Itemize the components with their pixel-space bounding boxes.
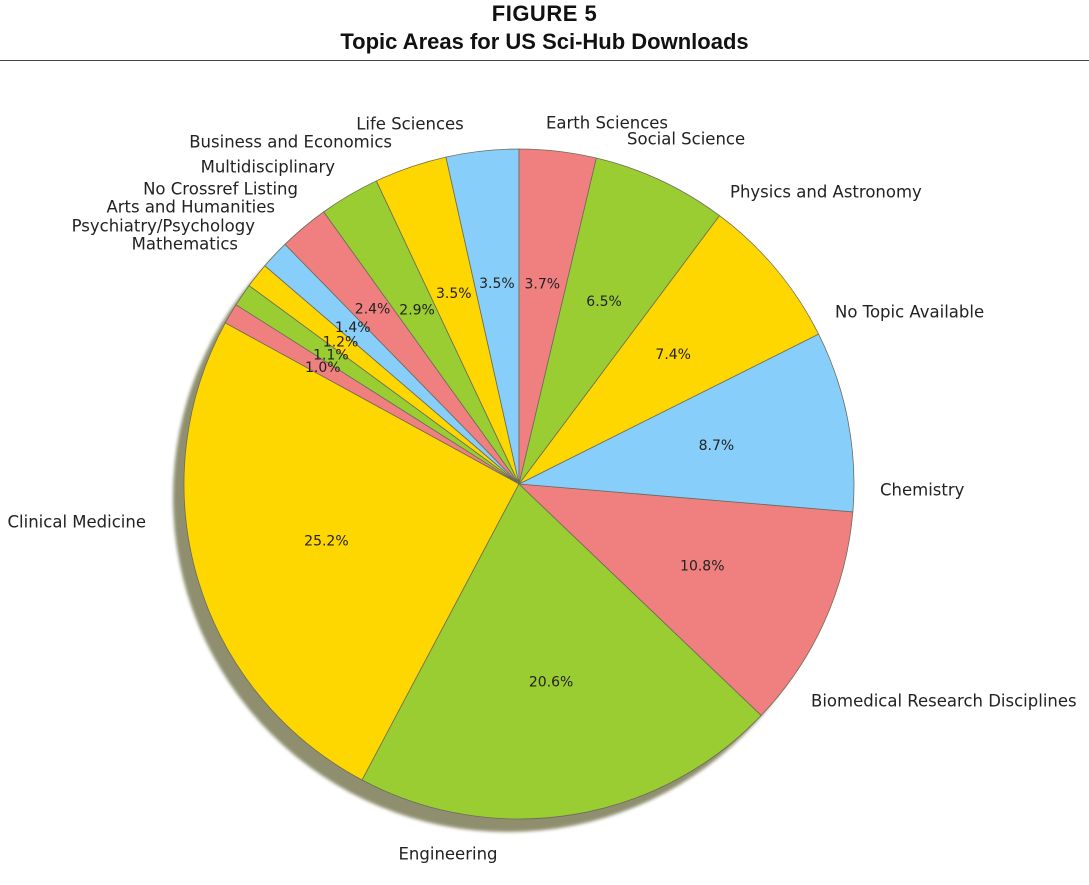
pie-category-label: Mathematics xyxy=(132,235,238,254)
pie-percent-label: 3.7% xyxy=(525,276,561,292)
pie-percent-label: 10.8% xyxy=(680,559,724,575)
pie-percent-labels: 3.5%3.5%2.9%2.4%1.4%1.2%1.1%1.0%25.2%20.… xyxy=(304,276,734,690)
pie-slice-no-topic-available xyxy=(518,215,820,485)
pie-percent-label: 6.5% xyxy=(586,294,622,310)
pie-percent-label: 1.1% xyxy=(313,348,349,364)
figure-title: Topic Areas for US Sci-Hub Downloads xyxy=(340,29,749,54)
pie-category-label: Psychiatry/Psychology xyxy=(72,217,256,236)
pie-category-label: Chemistry xyxy=(880,481,965,500)
pie-percent-label: 2.4% xyxy=(355,302,391,318)
pie-category-label: Biomedical Research Disciplines xyxy=(811,692,1077,711)
pie-slices xyxy=(183,148,855,820)
pie-slice-engineering xyxy=(361,483,762,820)
figure-label: FIGURE 5 xyxy=(491,1,598,26)
figure-title-block: FIGURE 5 Topic Areas for US Sci-Hub Down… xyxy=(0,0,1089,56)
pie-slice-clinical-medicine xyxy=(183,322,520,781)
pie-category-label: Earth Sciences xyxy=(546,114,668,133)
pie-category-label: Engineering xyxy=(399,845,498,864)
pie-percent-label: 8.7% xyxy=(699,438,735,454)
pie-category-label: Multidisciplinary xyxy=(201,158,336,177)
pie-category-label: Arts and Humanities xyxy=(106,198,275,217)
pie-percent-label: 7.4% xyxy=(655,347,691,363)
pie-category-label: Physics and Astronomy xyxy=(730,183,922,202)
pie-percent-label: 25.2% xyxy=(304,534,348,550)
pie-slice-physics-and-astronomy xyxy=(518,157,721,485)
pie-percent-label: 1.0% xyxy=(305,360,341,376)
pie-percent-label: 20.6% xyxy=(529,674,573,690)
pie-percent-label: 1.4% xyxy=(335,320,371,336)
pie-percent-label: 1.2% xyxy=(323,334,359,350)
pie-slice-social-science xyxy=(518,148,597,485)
pie-percent-label: 3.5% xyxy=(436,286,472,302)
pie-percent-label: 2.9% xyxy=(399,303,435,319)
pie-category-label: Social Science xyxy=(627,130,745,149)
pie-category-label: Life Sciences xyxy=(356,115,464,134)
pie-category-label: No Topic Available xyxy=(835,303,984,322)
pie-percent-label: 3.5% xyxy=(479,276,515,292)
pie-slice-biomedical-research-disciplines xyxy=(517,483,854,716)
pie-category-label: Business and Economics xyxy=(189,133,392,152)
title-rule xyxy=(0,60,1089,61)
pie-slice-chemistry xyxy=(517,333,855,513)
pie-category-label: No Crossref Listing xyxy=(143,180,298,199)
pie-category-label: Clinical Medicine xyxy=(8,513,146,532)
